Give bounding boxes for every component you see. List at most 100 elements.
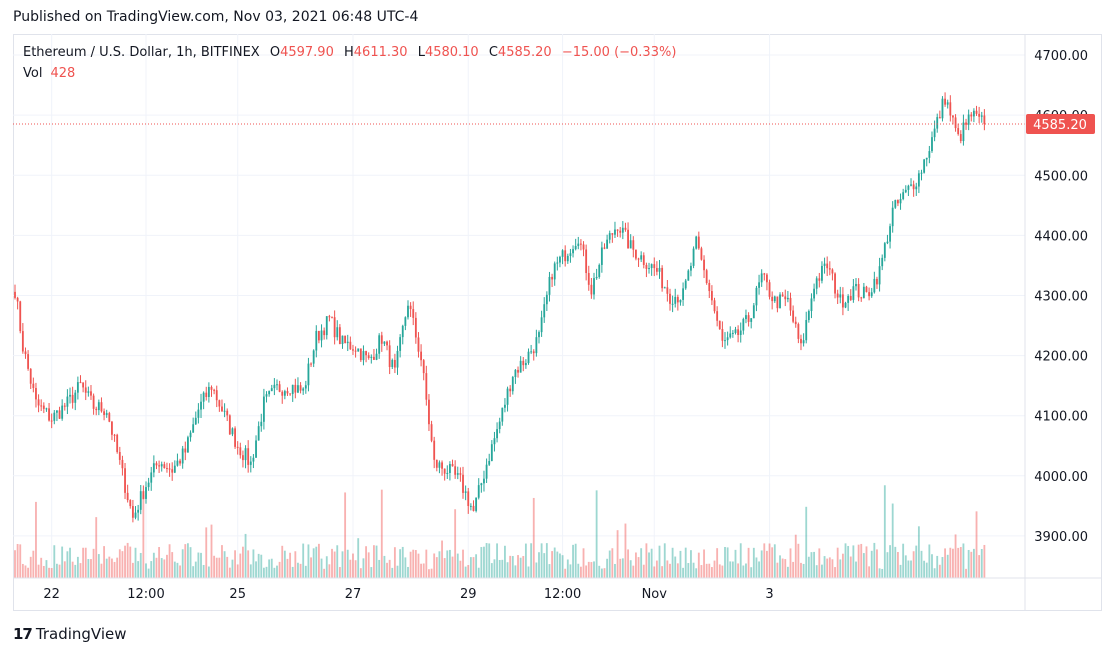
candle-body [936, 117, 939, 129]
brand-name: TradingView [35, 625, 127, 643]
candle-body [307, 363, 310, 386]
volume-bar [590, 562, 593, 578]
candle-body [745, 315, 747, 320]
candle-body [653, 264, 656, 269]
candle-body [637, 258, 640, 260]
published-caption: Published on TradingView.com, Nov 03, 20… [13, 9, 419, 25]
candle-body [514, 369, 517, 378]
volume-bar [608, 550, 611, 578]
volume-bar [931, 554, 933, 578]
candle-body [629, 240, 632, 249]
candle-body [328, 316, 331, 318]
candle-body [472, 505, 475, 511]
grid-lines [13, 34, 1025, 578]
candle-body [462, 474, 464, 493]
candle-body [228, 415, 231, 435]
candle-body [831, 269, 834, 274]
open-value: 4597.90 [280, 45, 334, 60]
volume-bar [260, 554, 263, 578]
candle-body [928, 151, 931, 158]
volume-bar [210, 524, 213, 578]
volume-bar [731, 561, 734, 578]
candle-body [105, 413, 108, 415]
candle-body [640, 255, 643, 260]
candle-body [543, 304, 546, 318]
volume-bar [69, 547, 71, 578]
candle-body [532, 351, 535, 354]
candle-body [249, 461, 252, 465]
volume-bar [477, 567, 480, 578]
tradingview-logo-icon: 17 [13, 625, 33, 643]
volume-bar [522, 556, 525, 578]
candle-body [590, 284, 593, 295]
volume-bar [333, 551, 336, 578]
volume-bar [307, 544, 310, 578]
candle-body [768, 282, 771, 297]
volume-value: 428 [50, 66, 76, 81]
volume-bar [32, 550, 35, 578]
candle-body [79, 382, 82, 384]
candle-body [684, 280, 687, 289]
candle-body [163, 464, 166, 469]
volume-bar [703, 549, 705, 578]
volume-bar [847, 545, 850, 578]
candle-body [881, 257, 884, 267]
volume-bar [179, 565, 181, 578]
volume-bar [420, 563, 423, 578]
volume-bar [373, 545, 375, 578]
volume-bar [595, 490, 598, 578]
volume-bar [593, 561, 595, 578]
candle-body [145, 487, 147, 499]
volume-bar [810, 552, 813, 578]
volume-bar [889, 545, 891, 578]
volume-bar [569, 564, 572, 578]
volume-bar [739, 543, 742, 578]
volume-bar [467, 565, 470, 578]
volume-bar [100, 563, 103, 578]
candle-body [886, 241, 889, 244]
time-axis: 22 12:00 25 27 29 12:00 Nov 3 [43, 587, 773, 602]
candle-body [45, 408, 48, 410]
volume-bars [14, 485, 986, 578]
candle-body [781, 294, 784, 297]
volume-bar [370, 567, 373, 578]
volume-bar [587, 561, 590, 578]
volume-bar [111, 558, 113, 578]
volume-bar [653, 566, 656, 578]
x-tick-label: 25 [229, 587, 246, 602]
volume-bar [234, 550, 236, 578]
volume-bar [451, 556, 454, 578]
volume-bar [50, 568, 53, 578]
candle-body [572, 249, 574, 254]
volume-bar [341, 551, 344, 578]
candles [14, 92, 986, 523]
tradingview-brand[interactable]: 17 TradingView [13, 625, 127, 643]
volume-bar [150, 561, 153, 578]
volume-bar [540, 543, 543, 578]
volume-bar [797, 543, 800, 578]
volume-bar [367, 552, 370, 578]
candle-body [32, 383, 35, 389]
volume-bar [103, 546, 105, 578]
volume-bar [396, 565, 399, 578]
candle-body [344, 335, 347, 344]
volume-bar [663, 543, 666, 578]
volume-bar [354, 560, 357, 578]
candle-body [27, 354, 30, 369]
candle-body [849, 296, 852, 300]
volume-bar [139, 552, 142, 578]
volume-bar [160, 558, 163, 578]
volume-bar [760, 550, 763, 578]
volume-bar [545, 543, 548, 578]
candle-body [931, 137, 933, 152]
volume-bar [802, 563, 805, 578]
candle-body [40, 405, 43, 407]
volume-bar [425, 549, 428, 578]
candle-body [595, 276, 598, 279]
volume-bar [53, 545, 56, 578]
y-tick-label: 4200.00 [1034, 350, 1088, 365]
candle-body [946, 102, 949, 105]
candle-body [839, 294, 842, 298]
volume-bar [469, 557, 472, 578]
